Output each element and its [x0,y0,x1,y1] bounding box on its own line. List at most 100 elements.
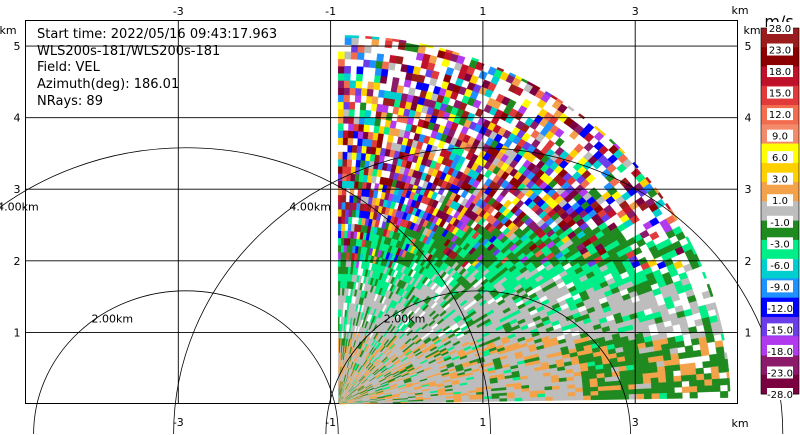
velocity-cell [649,372,659,379]
y-tick-label-left: 5 [14,40,21,53]
velocity-cell [363,117,371,126]
velocity-cell [626,369,636,376]
velocity-cell [496,66,505,73]
velocity-cell [514,397,523,402]
velocity-cell [338,280,341,289]
velocity-cell [360,88,368,97]
velocity-cell [350,51,359,60]
velocity-cell [499,395,508,399]
velocity-cell [341,216,346,224]
velocity-cell [567,395,577,401]
colorbar-tick-label: -3.0 [770,239,790,250]
velocity-cell [641,367,651,375]
velocity-cell [357,130,364,139]
range-ring-label: 2.00km [91,312,133,325]
velocity-cell [359,102,367,111]
velocity-cell [342,137,349,146]
velocity-cell [363,124,370,133]
velocity-cell [702,360,712,369]
velocity-cell [726,371,730,379]
velocity-cell [387,62,396,71]
velocity-cell [688,380,698,387]
velocity-cell [343,108,350,117]
velocity-cell [658,387,668,394]
velocity-cell [377,132,384,142]
velocity-cell [575,395,584,401]
velocity-cell [338,73,345,81]
velocity-cell [709,359,719,368]
velocity-cell [351,35,359,39]
velocity-cell [338,244,342,253]
velocity-cell [347,130,354,139]
velocity-cell [696,385,706,393]
velocity-cell [680,369,689,377]
velocity-cell [348,216,353,225]
colorbar-tick-label: -1.0 [770,218,790,229]
velocity-cell [346,166,352,175]
x-tick-label-bottom: 3 [632,416,639,429]
velocity-cell [554,137,565,148]
velocity-cell [690,337,700,346]
velocity-cell [544,389,553,395]
x-tick-label-top: 1 [479,5,486,18]
x-tick-label-top: -1 [325,5,336,18]
velocity-cell [677,352,687,360]
velocity-cell [340,237,345,246]
velocity-cell [380,68,389,77]
colorbar-tick-label: 12.0 [769,110,791,121]
velocity-cell [343,73,351,81]
velocity-cell [656,366,666,373]
azimuth-label: Azimuth(deg): 186.01 [37,77,179,92]
velocity-cell [338,108,344,117]
velocity-cell [341,201,346,210]
velocity-cell [365,35,373,40]
velocity-cell [716,352,726,361]
velocity-cell [650,382,660,389]
velocity-cell [461,399,470,403]
colorbar-tick-label: 23.0 [769,46,791,57]
velocity-cell [704,385,713,393]
x-unit-bottom: km [731,417,748,430]
velocity-cell [338,94,345,103]
velocity-cell [620,389,630,395]
velocity-cell [674,392,683,399]
x-tick-label-top: -3 [173,5,184,18]
velocity-cell [704,379,713,387]
velocity-cell [338,237,342,246]
velocity-cell [338,251,342,260]
velocity-cell [367,81,375,90]
velocity-cell [338,295,341,303]
velocity-cell [371,96,379,105]
y-tick-label-right: 2 [745,255,752,268]
velocity-cell [583,395,592,401]
velocity-cell [438,400,447,403]
velocity-cell [347,137,354,146]
velocity-cell [355,80,363,89]
start-time-label: Start time: 2022/05/16 09:43:17.963 [37,27,277,42]
velocity-cell [711,327,722,336]
velocity-cell [423,400,432,403]
velocity-cell [725,365,730,373]
velocity-cell [597,381,606,388]
y-tick-label-left: 4 [14,112,21,125]
velocity-cell [605,394,615,400]
velocity-cell [351,152,358,161]
velocity-cell [673,375,682,383]
velocity-cell [687,368,697,376]
velocity-cell [370,402,378,404]
velocity-cell [363,59,371,68]
velocity-cell [575,391,584,397]
velocity-cell [717,359,727,367]
y-tick-label-left: 2 [14,255,21,268]
velocity-cell [544,396,554,401]
velocity-cell [350,173,356,182]
velocity-cell [712,384,721,392]
velocity-cell [696,373,705,381]
colorbar-tick-label: -28.0 [767,390,793,401]
velocity-cell [344,216,349,225]
y-tick-label-right: 4 [745,112,752,125]
velocity-cell [521,394,531,399]
velocity-cell [666,381,675,389]
velocity-cell [377,402,386,404]
